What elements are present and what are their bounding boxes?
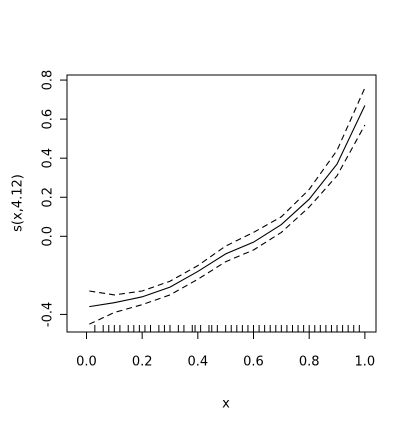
y-tick-label: 0.0 xyxy=(41,226,56,247)
x-tick-label: 0.4 xyxy=(187,355,208,370)
smooth-line xyxy=(89,105,366,308)
x-tick-label: 0.8 xyxy=(299,355,320,370)
confidence-band xyxy=(89,87,366,296)
y-tick-label: 0.6 xyxy=(41,109,56,130)
x-tick-label: 0.6 xyxy=(243,355,264,370)
y-tick-label: 0.4 xyxy=(41,148,56,169)
confidence-band xyxy=(89,124,366,325)
y-tick-label: 0.2 xyxy=(41,187,56,208)
y-axis-label: s(x,4.12) xyxy=(11,174,26,232)
x-tick-label: 0.2 xyxy=(132,355,153,370)
x-axis-label: x xyxy=(222,397,230,412)
y-tick-label: -0.4 xyxy=(41,302,56,327)
y-tick-label: 0.8 xyxy=(41,70,56,91)
x-tick-label: 0.0 xyxy=(76,355,97,370)
plot-frame xyxy=(66,74,377,333)
x-tick-label: 1.0 xyxy=(355,355,376,370)
